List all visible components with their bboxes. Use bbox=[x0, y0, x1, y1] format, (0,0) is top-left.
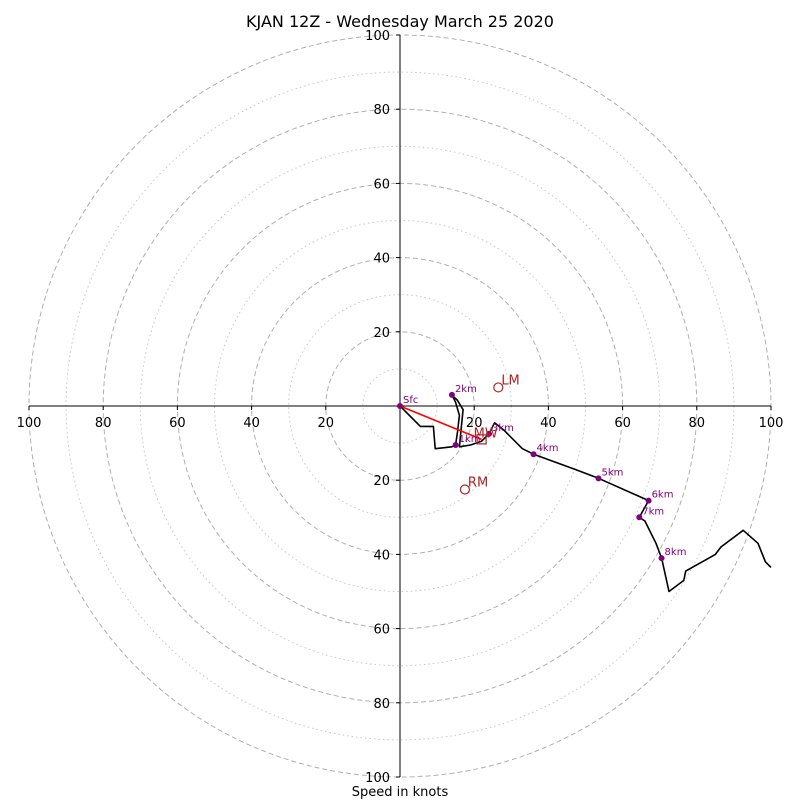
y-ticks: 100 80 60 40 20 20 40 60 80 100 bbox=[365, 29, 400, 786]
height-marker-dot bbox=[595, 475, 602, 482]
height-marker-label: 6km bbox=[652, 490, 674, 501]
height-marker-dot bbox=[448, 391, 455, 398]
height-marker-dot bbox=[486, 430, 493, 437]
x-tick-label: 80 bbox=[689, 416, 706, 431]
height-marker-dot bbox=[530, 451, 537, 458]
height-marker-dot bbox=[645, 497, 652, 504]
hodograph-trace bbox=[399, 394, 772, 593]
x-axis-label: Speed in knots bbox=[352, 785, 449, 800]
x-tick-label: 40 bbox=[243, 416, 260, 431]
height-marker-label: 3km bbox=[492, 423, 514, 434]
storm-motion-layer: LM RM MW bbox=[459, 373, 520, 495]
y-tick-label: 40 bbox=[373, 548, 390, 563]
right-mover-marker bbox=[459, 484, 471, 495]
y-tick-label: 80 bbox=[373, 103, 390, 118]
y-tick-label: 60 bbox=[373, 177, 390, 192]
height-marker-label: 1km bbox=[459, 434, 481, 445]
y-tick-label: 60 bbox=[373, 623, 390, 638]
left-mover-label: LM bbox=[501, 373, 519, 388]
x-tick-label: 20 bbox=[318, 416, 335, 431]
height-marker-label: 7km bbox=[642, 506, 664, 517]
x-tick-label: 20 bbox=[466, 416, 483, 431]
mean-wind-label: MW bbox=[474, 426, 498, 441]
x-tick-label: 40 bbox=[540, 416, 557, 431]
y-tick-label: 20 bbox=[373, 474, 390, 489]
height-marker-label: Sfc bbox=[403, 395, 418, 406]
chart-title: KJAN 12Z - Wednesday March 25 2020 bbox=[246, 12, 554, 31]
mean-wind-marker bbox=[476, 434, 487, 445]
x-tick-label: 100 bbox=[759, 416, 784, 431]
shear-vector-layer bbox=[399, 405, 482, 441]
height-marker-label: 5km bbox=[601, 467, 623, 478]
x-tick-label: 60 bbox=[614, 416, 631, 431]
x-tick-label: 60 bbox=[169, 416, 186, 431]
y-tick-label: 100 bbox=[365, 29, 390, 44]
height-marker-dot bbox=[397, 403, 403, 409]
y-tick-label: 40 bbox=[373, 252, 390, 267]
height-marker-label: 2km bbox=[455, 384, 477, 395]
hodograph-trace-layer bbox=[399, 394, 772, 593]
right-mover-label: RM bbox=[468, 475, 488, 490]
shear-vector-line bbox=[399, 405, 482, 441]
x-tick-label: 80 bbox=[95, 416, 112, 431]
height-marker-label: 4km bbox=[537, 443, 559, 454]
y-tick-label: 100 bbox=[365, 771, 390, 786]
x-tick-label: 100 bbox=[17, 416, 42, 431]
height-marker-dot bbox=[658, 555, 665, 562]
height-marker-dot bbox=[452, 441, 459, 448]
height-marker-label: 8km bbox=[665, 547, 687, 558]
height-markers-layer: Sfc 1km 2km 3km 4km 5km 6km 7km 8km bbox=[397, 384, 687, 562]
y-tick-label: 20 bbox=[373, 326, 390, 341]
left-mover-marker bbox=[493, 382, 504, 393]
x-ticks: 100 80 60 40 20 20 40 60 80 100 bbox=[17, 406, 784, 431]
height-marker-dot bbox=[636, 514, 643, 521]
y-tick-label: 80 bbox=[373, 697, 390, 712]
